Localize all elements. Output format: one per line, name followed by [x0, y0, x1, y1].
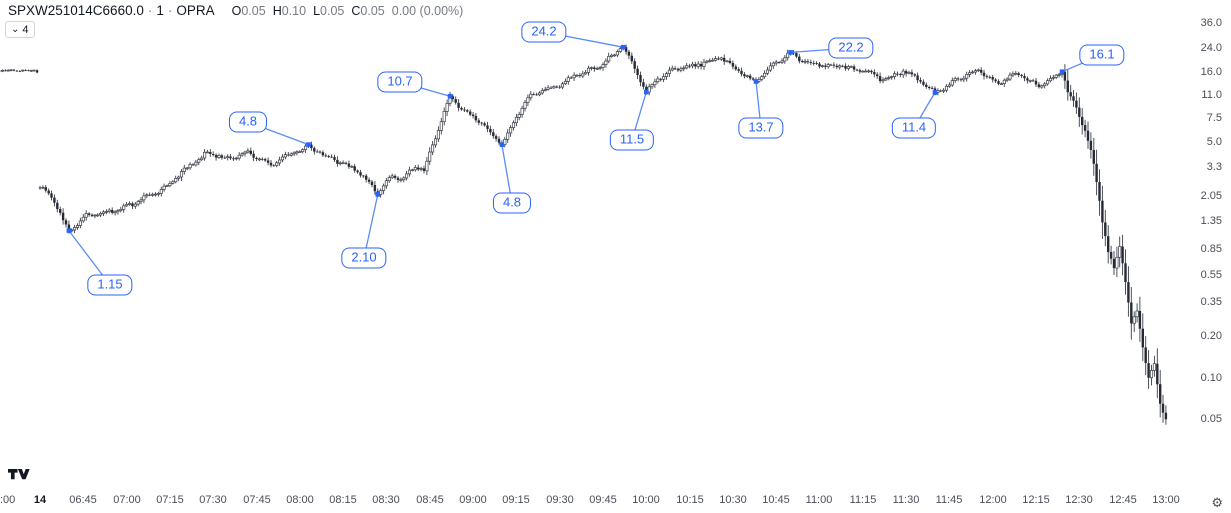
price-axis-label: 2.05	[1200, 190, 1222, 202]
ohlc-letter-H: H	[272, 4, 282, 18]
callout-dot-1.15[interactable]	[66, 228, 72, 233]
time-axis-label: 14	[33, 494, 47, 506]
time-axis-label: 12:00	[979, 494, 1007, 506]
price-axis-label: 11.0	[1201, 89, 1222, 101]
time-axis-label: 07:00	[113, 494, 141, 506]
time-axis-label: 13:00	[1152, 494, 1180, 506]
ohlc-letter-C: C	[351, 4, 361, 18]
callout-label-2.10[interactable]: 2.10	[341, 247, 387, 269]
time-axis-label: 07:45	[243, 494, 271, 506]
callout-dot-16.1[interactable]	[1059, 69, 1065, 74]
time-axis-label: 10:15	[676, 494, 704, 506]
ohlc-value-L: 0.05	[320, 4, 345, 18]
legend-separator: ·	[147, 3, 153, 18]
exchange-name[interactable]: OPRA	[176, 3, 215, 18]
time-axis-label: 10:45	[762, 494, 790, 506]
callout-dot-11.4[interactable]	[932, 90, 938, 95]
callout-dot-11.5[interactable]	[644, 89, 649, 95]
price-axis[interactable]: 36.0 24.0 16.0 11.0 7.5 5.0 3.3 2.05 1.35 0.85 0.5…	[1183, 0, 1231, 486]
callout-dot-2.10[interactable]	[375, 192, 381, 197]
time-axis-label: 06:45	[69, 494, 97, 506]
callout-label-13.7[interactable]: 13.7	[738, 117, 784, 139]
ohlc-value-H: 0.10	[281, 4, 307, 18]
callout-label-4.8[interactable]: 4.8	[492, 192, 532, 214]
time-axis-label: 07:15	[156, 494, 184, 506]
callout-label-10.7[interactable]: 10.7	[377, 71, 423, 93]
time-axis[interactable]: :00 14 06:45 07:00 07:15 07:30 07:45 08:00 08:15…	[0, 492, 1231, 510]
price-axis-label: 16.0	[1200, 66, 1222, 78]
price-axis-label: 36.0	[1200, 17, 1222, 29]
chart-legend: SPXW251014C6660.0 · 1 · OPRA O0.05 H0.10 L0.05 C…	[8, 3, 463, 18]
change-value: 0.00 (0.00%)	[391, 4, 464, 18]
price-axis-label: 0.10	[1200, 372, 1222, 384]
callout-label-24.2[interactable]: 24.2	[521, 21, 567, 43]
time-axis-label: 07:30	[199, 494, 227, 506]
time-axis-label: 12:15	[1022, 494, 1050, 506]
tradingview-logo[interactable]	[8, 467, 30, 487]
callout-dot-13.7[interactable]	[753, 79, 759, 84]
time-axis-label: 09:15	[502, 494, 530, 506]
callout-dot-22.2[interactable]	[788, 50, 793, 55]
time-axis-label: 09:45	[589, 494, 617, 506]
ohlc-letter-L: L	[313, 4, 321, 18]
callout-label-11.4[interactable]: 11.4	[891, 117, 937, 139]
callout-label-4.8[interactable]: 4.8	[228, 111, 268, 133]
price-axis-label: 0.85	[1200, 243, 1222, 255]
time-axis-label: 10:00	[632, 494, 660, 506]
time-axis-label: 11:00	[805, 494, 833, 506]
symbol-title[interactable]: SPXW251014C6660.0	[8, 3, 144, 18]
ohlc-letter-O: O	[231, 4, 242, 18]
time-axis-label: 11:15	[849, 494, 877, 506]
callout-dot-24.2[interactable]	[620, 44, 626, 50]
settings-gear-icon[interactable]: ⚙	[1211, 496, 1223, 511]
time-axis-label: 12:30	[1065, 494, 1093, 506]
callout-label-16.1[interactable]: 16.1	[1079, 44, 1125, 66]
price-axis-label: 1.35	[1200, 215, 1222, 227]
legend-separator: ·	[167, 3, 173, 18]
ohlc-value-C: 0.05	[360, 4, 385, 18]
time-axis-label: 12:45	[1109, 494, 1137, 506]
time-axis-label: 08:00	[286, 494, 314, 506]
legend-collapse-button[interactable]: ⌄ 4	[5, 21, 35, 38]
price-axis-label: 24.0	[1200, 42, 1222, 54]
price-axis-label: 0.55	[1200, 269, 1222, 281]
callout-dot-10.7[interactable]	[447, 94, 453, 99]
hidden-indicators-count: 4	[22, 23, 29, 36]
time-axis-label: 08:15	[329, 494, 357, 506]
interval-value[interactable]: 1	[156, 3, 164, 18]
time-axis-label: 08:30	[372, 494, 400, 506]
callout-label-11.5[interactable]: 11.5	[609, 129, 655, 151]
price-axis-label: 7.5	[1206, 112, 1222, 124]
price-axis-label: 0.20	[1200, 330, 1222, 342]
time-axis-label: 09:00	[459, 494, 487, 506]
chevron-down-icon: ⌄	[11, 23, 20, 35]
callout-dot-4.8[interactable]	[499, 142, 505, 147]
ohlc-values: O0.05 H0.10 L0.05 C0.05	[225, 4, 385, 18]
callout-label-22.2[interactable]: 22.2	[828, 37, 874, 59]
time-axis-label: 08:45	[416, 494, 444, 506]
ohlc-value-O: 0.05	[241, 4, 266, 18]
candles-layer	[0, 44, 1168, 425]
time-axis-label: 09:30	[546, 494, 574, 506]
price-axis-label: 0.05	[1200, 413, 1222, 425]
time-axis-label: 11:30	[892, 494, 920, 506]
price-axis-label: 5.0	[1206, 136, 1222, 148]
callout-dot-4.8[interactable]	[306, 142, 311, 147]
callout-label-1.15[interactable]: 1.15	[87, 274, 133, 296]
time-axis-label: 10:30	[719, 494, 747, 506]
time-axis-label: :00	[0, 494, 16, 506]
price-axis-label: 3.3	[1206, 161, 1222, 173]
time-axis-label: 11:45	[935, 494, 963, 506]
price-axis-label: 0.35	[1200, 296, 1222, 308]
